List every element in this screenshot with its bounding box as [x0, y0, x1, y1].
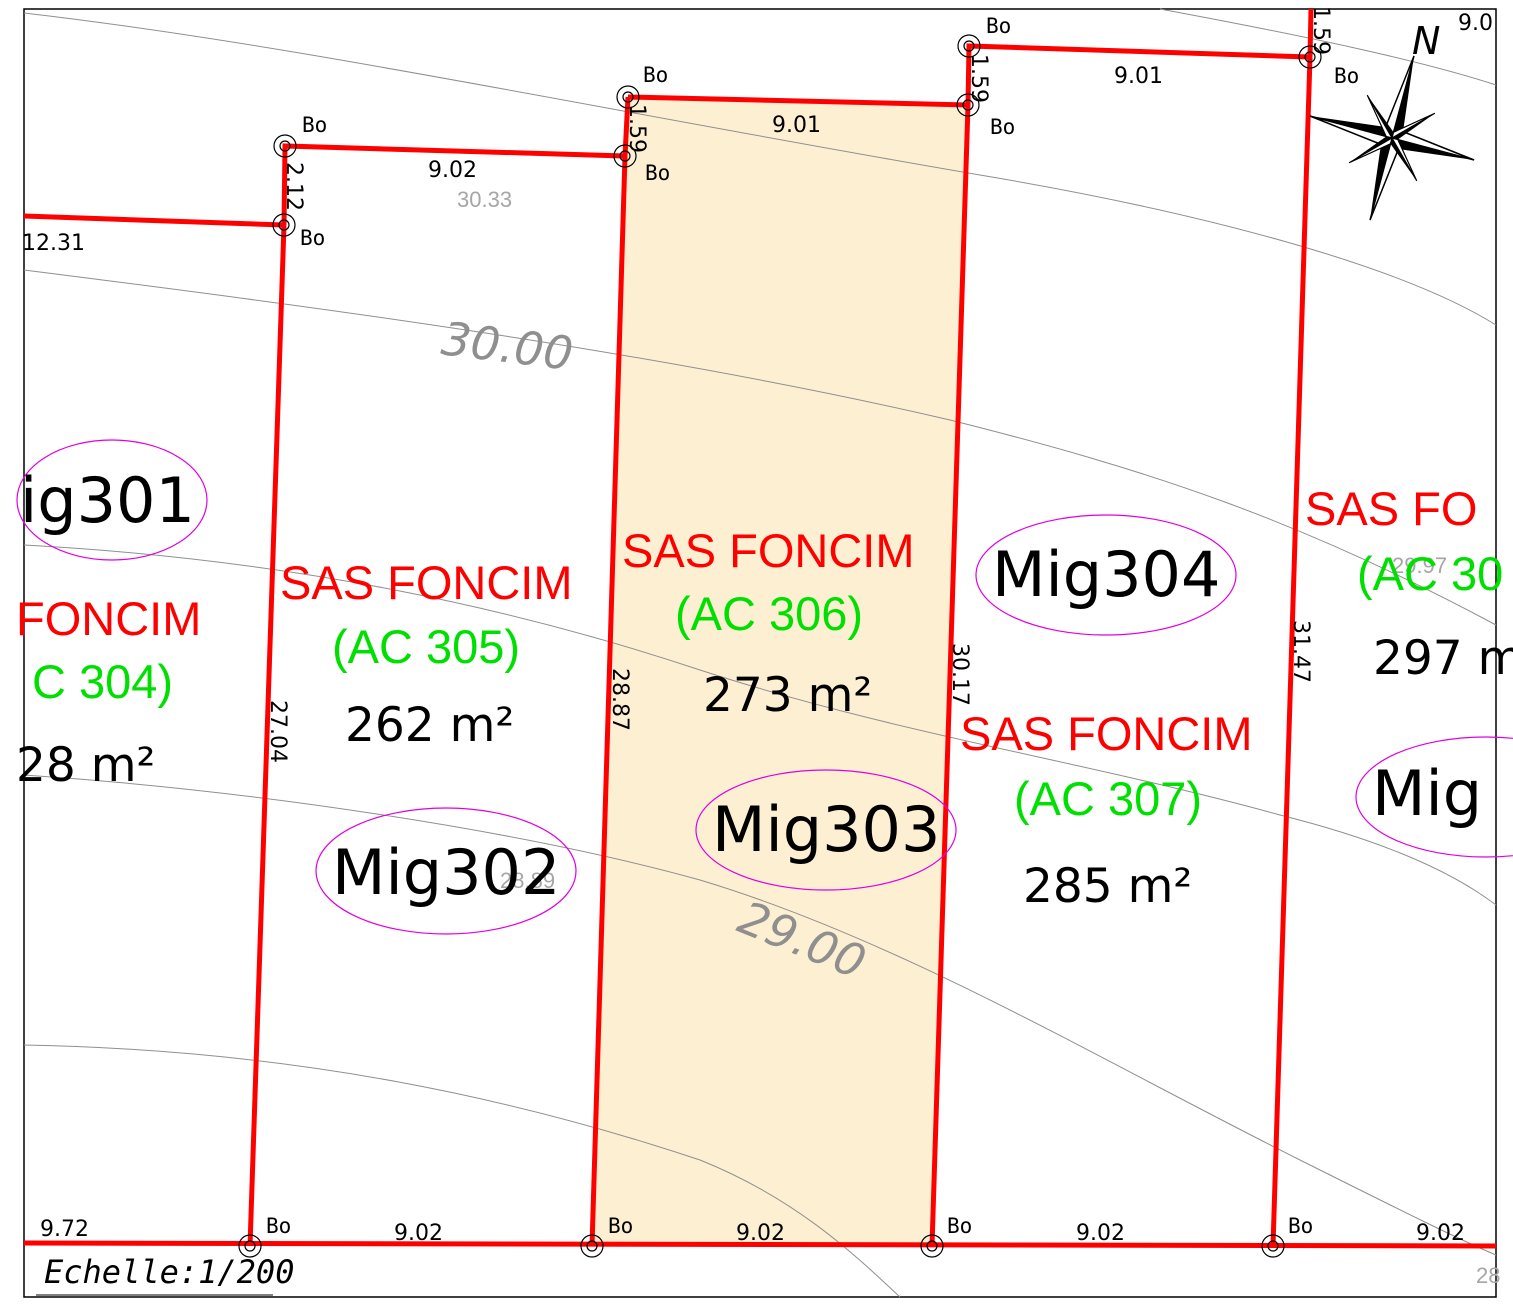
marker-label: Bo	[608, 1214, 633, 1238]
parcel-reference: (AC 30	[1357, 547, 1503, 600]
parcel-owner: SAS FONCIM	[960, 707, 1252, 760]
dimension-bottom-left-partial: 9.72	[40, 1217, 89, 1242]
dimension-top-303: 9.01	[772, 113, 821, 138]
marker-label: Bo	[947, 1214, 972, 1238]
boundary-mig302-303	[247, 224, 287, 1247]
boundary-mig305-left	[1270, 56, 1313, 1247]
marker	[1261, 1234, 1285, 1258]
marker	[920, 1234, 944, 1258]
contour-label-30: 30.00	[439, 311, 576, 381]
spot-height: 28.89	[500, 868, 555, 893]
contour-line	[23, 544, 1497, 906]
dimension-side-303: 28.87	[607, 668, 632, 731]
marker	[238, 1234, 262, 1258]
spot-height: 30.33	[457, 187, 512, 212]
parcel-reference: (AC 305)	[332, 620, 520, 673]
parcel-label: Mig302	[332, 836, 560, 909]
parcel-owner: SAS FONCIM	[280, 556, 572, 609]
marker-label: Bo	[645, 161, 670, 185]
marker-label: Bo	[302, 113, 327, 137]
parcel-mig304[interactable]: Mig304 SAS FONCIM (AC 307) 285 m²	[960, 538, 1252, 914]
parcel-reference: (AC 307)	[1014, 772, 1202, 825]
marker	[616, 85, 640, 109]
map-frame	[23, 8, 1497, 1298]
dimensions: 12.31 9.02 2.12 9.01 1.59 9.01 1.59 1.59…	[22, 6, 1493, 1246]
dimension-offset-304: 1.59	[966, 54, 991, 103]
parcel-area: 297 m	[1373, 631, 1513, 686]
parcel-mig301[interactable]: ig301 FONCIM C 304) 28 m²	[16, 464, 201, 793]
parcel-reference: (AC 306)	[675, 587, 863, 640]
parcel-label-ellipses	[16, 439, 1513, 935]
boundary-mig303	[627, 8, 1314, 108]
dimension-side-304: 30.17	[947, 643, 972, 706]
parcel-mig302[interactable]: SAS FONCIM (AC 305) 262 m² Mig302	[280, 556, 572, 909]
dimension-offset-303: 1.59	[624, 104, 649, 153]
marker-label: Bo	[1288, 1214, 1313, 1238]
marker	[956, 93, 980, 117]
dimension-top-right-partial: 9.0	[1458, 11, 1493, 36]
spot-height: 28	[1476, 1263, 1500, 1288]
parcel-mig303[interactable]: SAS FONCIM (AC 306) 273 m² Mig303	[622, 524, 940, 866]
marker	[580, 1234, 604, 1258]
marker-label: Bo	[643, 63, 668, 87]
dimension-offset-302: 2.12	[281, 162, 306, 211]
parcel-owner: SAS FONCIM	[622, 524, 914, 577]
marker-label: Bo	[266, 1214, 291, 1238]
marker-label: Bo	[1334, 64, 1359, 88]
boundary-mig302	[281, 96, 631, 226]
contour-line	[23, 774, 1497, 1256]
dimension-bottom-302: 9.02	[394, 1221, 443, 1246]
parcel-reference: C 304)	[32, 655, 173, 708]
scale-label: Echelle:1/200	[44, 1253, 294, 1291]
marker	[613, 144, 637, 168]
parcel-ellipse-mig303	[695, 769, 957, 891]
parcel-owner: FONCIM	[16, 592, 201, 645]
dimension-side-302: 27.04	[265, 700, 290, 763]
dimension-top-304: 9.01	[1114, 64, 1163, 89]
north-arrow-icon	[1309, 55, 1475, 221]
marker	[1298, 45, 1322, 69]
selected-parcel-fill	[592, 97, 968, 1246]
marker	[957, 34, 981, 58]
contour-line	[23, 1044, 901, 1298]
boundary-markers	[238, 34, 1322, 1258]
parcel-owner: SAS FO	[1305, 482, 1477, 535]
dimension-bottom-305: 9.02	[1416, 1221, 1465, 1246]
parcel-label: ig301	[20, 464, 195, 537]
marker-label: Bo	[986, 14, 1011, 38]
parcel-ellipse-mig304	[975, 514, 1237, 636]
parcel-area: 262 m²	[345, 698, 514, 753]
boundary-mig303-left	[589, 155, 628, 1247]
dimension-bottom-303: 9.02	[736, 1221, 785, 1246]
boundary-mig303-right	[929, 104, 971, 1247]
dimension-top-left-partial: 12.31	[22, 231, 85, 256]
marker	[273, 134, 297, 158]
parcel-label: Mig303	[712, 793, 940, 866]
parcel-ellipse-mig302	[315, 807, 577, 935]
parcel-label: Mig304	[992, 538, 1220, 611]
marker-labels: Bo Bo Bo Bo Bo Bo Bo Bo Bo Bo Bo	[266, 14, 1359, 1238]
parcel-area: 28 m²	[16, 738, 155, 793]
parcel-ellipse-mig301	[16, 439, 208, 561]
dimension-offset-305: 1.59	[1308, 6, 1333, 55]
contour-line	[23, 12, 1497, 326]
contour-line	[1159, 8, 1497, 86]
dimension-side-305: 31.47	[1288, 620, 1313, 683]
parcel-area: 285 m²	[1023, 859, 1192, 914]
marker-label: Bo	[990, 115, 1015, 139]
marker-label: Bo	[300, 226, 325, 250]
parcel-area: 273 m²	[703, 668, 872, 723]
boundary-mig301	[23, 213, 285, 228]
marker	[272, 213, 296, 237]
boundary-bottom	[23, 1240, 1497, 1249]
north-label: N	[1412, 19, 1440, 63]
parcel-mig305[interactable]: SAS FO (AC 30 297 m Mig	[1305, 482, 1513, 830]
parcel-label: Mig	[1372, 757, 1482, 830]
dimension-bottom-304: 9.02	[1076, 1221, 1125, 1246]
parcel-boundaries	[23, 8, 1497, 1249]
dimension-top-302: 9.02	[428, 158, 477, 183]
spot-height: 29.97	[1392, 553, 1447, 578]
parcel-ellipse-mig305	[1355, 736, 1513, 858]
